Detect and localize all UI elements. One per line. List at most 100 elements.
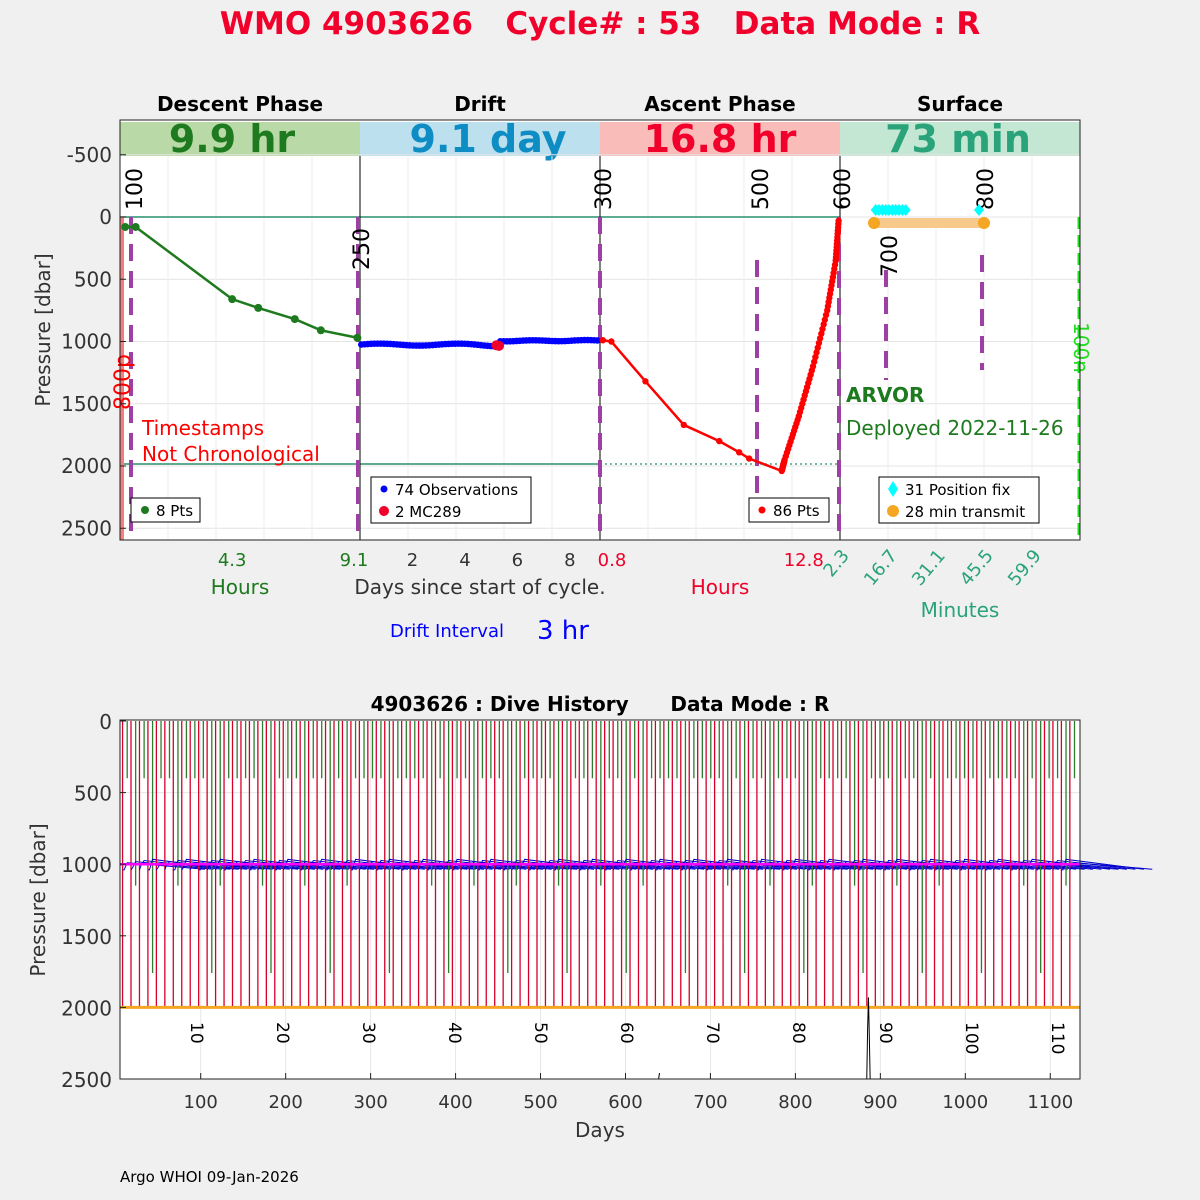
descent-x-tick-label: 4.3 bbox=[218, 550, 247, 571]
small-tick-trace bbox=[658, 1072, 660, 1080]
marker-800-label: 800 bbox=[974, 168, 999, 210]
bottom-x-axis: 100 200 300 400 500 600 700 800 900 1000 1100 bbox=[184, 1073, 1073, 1113]
bottom-y-tick-label: 0 bbox=[99, 710, 112, 734]
ascent-legend-marker bbox=[758, 506, 766, 514]
dive-history-title: 4903626 : Dive History Data Mode : R bbox=[371, 692, 830, 716]
ascent-point bbox=[680, 421, 687, 429]
bottom-plot-area bbox=[120, 720, 1080, 1079]
ascent-point bbox=[745, 455, 753, 462]
bottom-x-tick-label: 900 bbox=[863, 1092, 897, 1113]
cycle-number-label: 100 bbox=[961, 1022, 981, 1054]
cycle-number-label: 80 bbox=[788, 1022, 808, 1044]
ascent-point bbox=[608, 338, 615, 345]
descent-phase-label: Descent Phase bbox=[157, 92, 323, 116]
bottom-x-axis-label: Days bbox=[575, 1118, 625, 1142]
cycle-number-label: 60 bbox=[616, 1022, 636, 1044]
surface-legend-fix-marker bbox=[888, 481, 898, 497]
top-y-tick-label: 2000 bbox=[61, 454, 112, 478]
top-y-tick-label: 500 bbox=[74, 267, 112, 291]
bottom-x-tick-label: 1000 bbox=[942, 1092, 988, 1113]
drift-duration: 9.1 day bbox=[410, 117, 567, 161]
drift-duration-band bbox=[360, 122, 600, 156]
drift-x-tick-label: 6 bbox=[512, 550, 523, 571]
drift-legend-mc-text: 2 MC289 bbox=[395, 503, 461, 521]
surface-series bbox=[868, 204, 990, 229]
marker-700-label: 700 bbox=[878, 235, 903, 277]
drift-x-tick-label: 8 bbox=[564, 550, 575, 571]
drift-interval-label: Drift Interval bbox=[390, 621, 504, 642]
marker-100n-label: 100n bbox=[1069, 322, 1093, 373]
bottom-y-axis-label: Pressure [dbar] bbox=[26, 823, 50, 976]
cycle-number-label: 50 bbox=[530, 1022, 550, 1044]
drift-mc289-point bbox=[494, 340, 505, 351]
transmit-point bbox=[868, 217, 880, 229]
ascent-duration-band bbox=[600, 122, 840, 156]
drift-interval-value: 3 hr bbox=[537, 616, 589, 646]
bottom-y-tick-label: 2000 bbox=[61, 996, 112, 1020]
descent-point bbox=[121, 222, 130, 231]
bottom-y-tick-label: 500 bbox=[74, 782, 112, 806]
ascent-x-label: Hours bbox=[691, 575, 750, 599]
surface-x-tick-label: 31.1 bbox=[908, 546, 950, 590]
descent-point bbox=[254, 303, 263, 312]
ascent-point bbox=[716, 437, 723, 445]
ascent-point bbox=[835, 217, 842, 224]
descent-point bbox=[353, 333, 362, 342]
bottom-y-tick-label: 1000 bbox=[61, 853, 112, 877]
descent-legend: 8 Pts bbox=[130, 497, 201, 523]
bottom-x-tick-label: 100 bbox=[184, 1092, 218, 1113]
descent-legend-text: 8 Pts bbox=[156, 502, 193, 520]
drift-x-label: Days since start of cycle. bbox=[354, 575, 605, 599]
float-type: ARVOR bbox=[846, 383, 924, 407]
descent-x-tick-label: 9.1 bbox=[340, 550, 369, 571]
bottom-plot-border bbox=[119, 719, 1081, 1080]
timestamps-warning-line1: Timestamps bbox=[141, 416, 264, 440]
cycle-number-label: 90 bbox=[875, 1022, 895, 1044]
cycle-labels: 10 20 30 40 50 60 70 80 90 100 110 bbox=[186, 1022, 1067, 1054]
top-x-axis: 4.3 9.1 2 4 6 8 0.8 12.82.3 16.7 31.1 45.5 59.9 bbox=[218, 546, 1046, 590]
ascent-legend: 86 Pts bbox=[748, 497, 830, 523]
drift-legend: 74 Observations 2 MC289 bbox=[370, 476, 532, 524]
top-y-tick-label: 0 bbox=[99, 205, 112, 229]
drift-x-tick-label: 4 bbox=[459, 550, 470, 571]
timestamps-warning-line2: Not Chronological bbox=[142, 442, 320, 466]
surface-legend-transmit-marker bbox=[887, 505, 899, 517]
bottom-y-axis: 0 500 1000 1500 2000 2500 bbox=[61, 710, 126, 1092]
surface-x-tick-label: 16.7 bbox=[860, 546, 902, 590]
chart-title: WMO 4903626 Cycle# : 53 Data Mode : R bbox=[220, 6, 981, 42]
bottom-x-tick-label: 600 bbox=[608, 1092, 642, 1113]
drift-x-tick-label: 2 bbox=[407, 550, 418, 571]
descent-point bbox=[290, 315, 299, 324]
bottom-x-tick-label: 400 bbox=[438, 1092, 472, 1113]
top-y-axis-label: Pressure [dbar] bbox=[31, 253, 55, 406]
drift-legend-obs-text: 74 Observations bbox=[395, 481, 518, 499]
marker-800p-label: 800p bbox=[111, 354, 136, 410]
left-red-edge-bar bbox=[120, 217, 124, 540]
transmit-point bbox=[978, 217, 990, 229]
cycle-number-label: 110 bbox=[1047, 1022, 1067, 1054]
top-y-tick-label: -500 bbox=[67, 143, 112, 167]
top-plot-border bbox=[119, 119, 1081, 541]
ascent-point bbox=[599, 337, 607, 344]
drift-series bbox=[358, 336, 601, 351]
drift-phase-label: Drift bbox=[454, 92, 506, 116]
surface-phase-label: Surface bbox=[917, 92, 1003, 116]
bottom-x-tick-label: 700 bbox=[693, 1092, 727, 1113]
ascent-x-tick-label: 0.8 bbox=[598, 550, 627, 571]
descent-point bbox=[316, 326, 325, 335]
position-fix-point bbox=[974, 204, 984, 216]
drift-observation-point bbox=[594, 337, 601, 344]
ascent-point bbox=[735, 449, 743, 456]
bottom-x-tick-label: 800 bbox=[778, 1092, 812, 1113]
marker-600-label: 600 bbox=[831, 168, 856, 210]
descent-duration-band bbox=[120, 122, 360, 156]
surface-x-tick-label: 59.9 bbox=[1004, 546, 1046, 590]
surface-x-tick-label: 2.3 bbox=[819, 546, 853, 581]
cycle-number-label: 40 bbox=[444, 1022, 464, 1044]
cycle-number-label: 30 bbox=[358, 1022, 378, 1044]
marker-300-label: 300 bbox=[592, 168, 617, 210]
surface-legend-fix-text: 31 Position fix bbox=[905, 481, 1010, 499]
ascent-series bbox=[599, 217, 842, 475]
bottom-x-tick-label: 500 bbox=[523, 1092, 557, 1113]
